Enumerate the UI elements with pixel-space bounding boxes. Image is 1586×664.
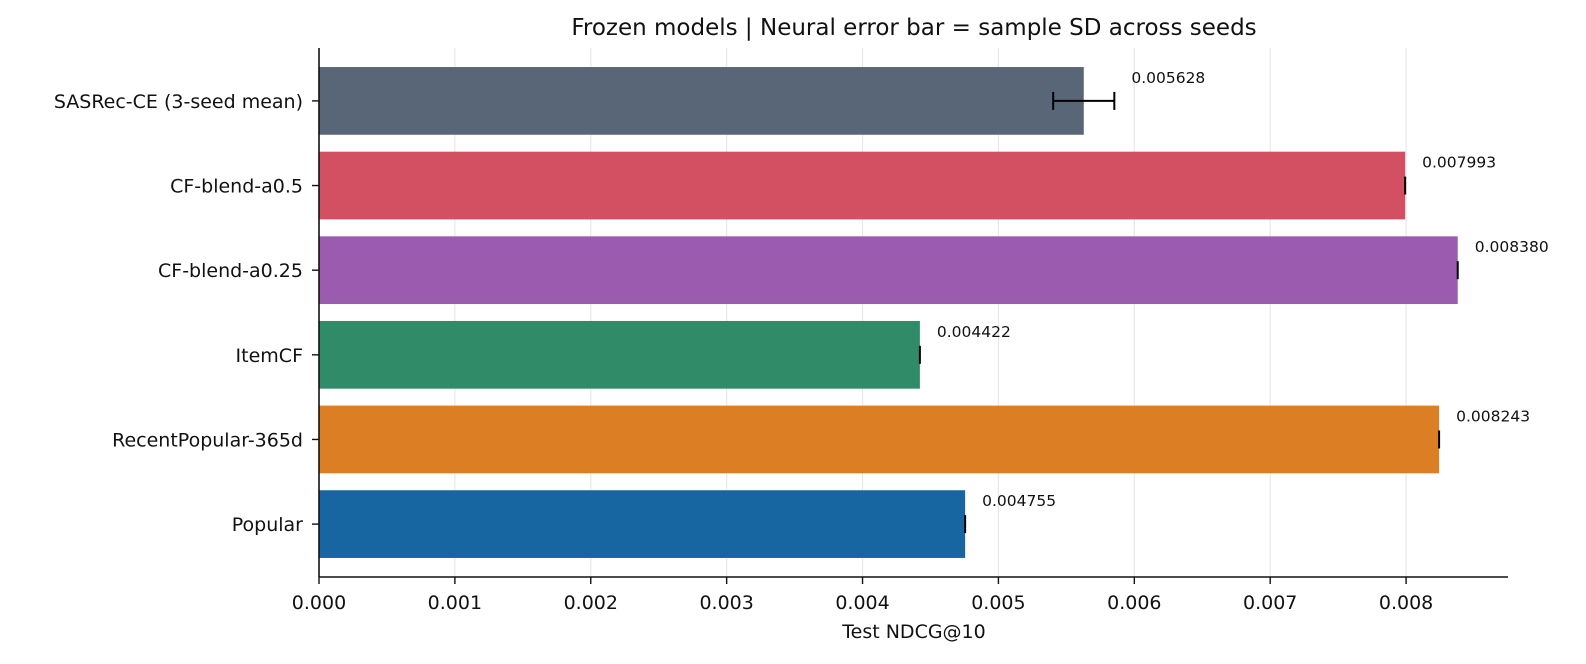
x-tick-label: 0.000 xyxy=(292,592,346,614)
bar xyxy=(319,405,1440,474)
value-label: 0.005628 xyxy=(1131,69,1205,87)
category-label: Popular xyxy=(232,514,303,536)
category-label: ItemCF xyxy=(236,345,303,367)
x-tick-label: 0.004 xyxy=(835,592,889,614)
axes-layer: 0.000 0.001 0.002 0.003 0.004 0.005 0.006 0.007… xyxy=(54,48,1508,614)
bar xyxy=(319,490,966,558)
category-label: CF-blend-a0.5 xyxy=(170,176,303,198)
value-label: 0.007993 xyxy=(1422,154,1496,172)
bar xyxy=(319,320,920,389)
x-tick-label: 0.006 xyxy=(1107,592,1161,614)
value-label: 0.008243 xyxy=(1456,407,1530,425)
category-label: RecentPopular-365d xyxy=(112,429,303,451)
category-label: CF-blend-a0.25 xyxy=(158,260,303,282)
x-tick-label: 0.001 xyxy=(428,592,482,614)
bar xyxy=(319,236,1458,305)
x-axis-label: Test NDCG@10 xyxy=(841,621,985,643)
x-tick-label: 0.005 xyxy=(971,592,1025,614)
bar xyxy=(319,151,1406,220)
value-label: 0.004755 xyxy=(982,492,1056,510)
bars-layer: 0.005628 0.007993 0.008380 0.004422 0.008243… xyxy=(319,67,1549,558)
value-label: 0.004422 xyxy=(937,323,1011,341)
chart-title: Frozen models | Neural error bar = sampl… xyxy=(571,15,1256,41)
x-tick-label: 0.008 xyxy=(1379,592,1433,614)
x-tick-label: 0.002 xyxy=(564,592,618,614)
bar xyxy=(319,67,1084,135)
grid-layer xyxy=(318,48,1407,577)
value-label: 0.008380 xyxy=(1475,238,1549,256)
x-tick-label: 0.007 xyxy=(1243,592,1297,614)
x-tick-label: 0.003 xyxy=(699,592,753,614)
category-label: SASRec-CE (3-seed mean) xyxy=(54,91,303,113)
